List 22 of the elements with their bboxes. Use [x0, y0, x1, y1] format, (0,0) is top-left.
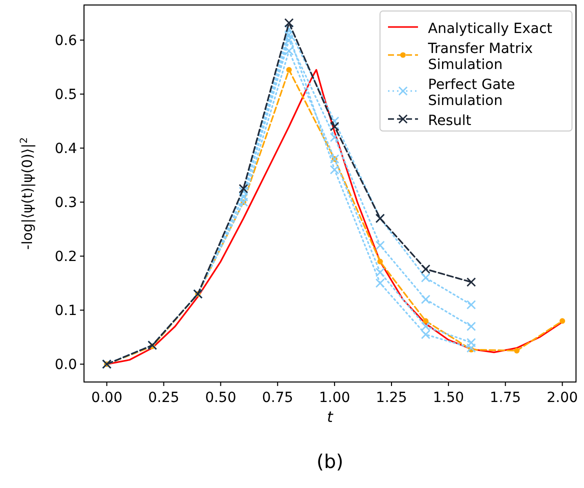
y-tick-label: 0.0 [54, 357, 77, 374]
y-tick-label: 0.6 [54, 33, 78, 50]
x-tick-label: 0.25 [148, 390, 180, 406]
y-tick-label: 0.5 [54, 87, 77, 104]
y-tick-label: 0.3 [54, 195, 77, 212]
legend-label: Result [428, 113, 472, 129]
x-tick-label: 0.75 [262, 390, 294, 406]
y-tick-label: 0.1 [54, 303, 77, 320]
x-tick-label: 1.00 [318, 390, 350, 406]
x-tick-label: 2.00 [546, 390, 578, 406]
x-axis-title: t [327, 408, 334, 426]
x-tick-label: 1.50 [432, 390, 464, 406]
legend-label: Transfer Matrix Simulation [427, 41, 533, 73]
text: (b) [316, 451, 344, 473]
x-tick-label: 1.25 [376, 390, 408, 406]
x-tick-label: 0.50 [205, 390, 236, 406]
legend-label: Analytically Exact [428, 21, 553, 37]
y-tick-label: 0.4 [54, 141, 78, 158]
y-tick-label: 0.2 [54, 249, 77, 266]
x-tick-label: 1.75 [490, 390, 521, 406]
legend-label: Perfect Gate Simulation [428, 77, 516, 109]
x-tick-label: 0.00 [91, 390, 122, 406]
